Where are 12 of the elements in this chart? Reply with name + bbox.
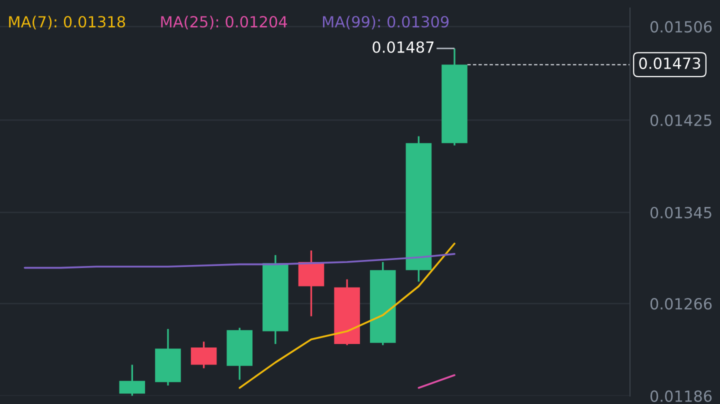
y-tick-label: 0.01345 xyxy=(650,206,712,218)
y-tick-label: 0.01506 xyxy=(650,21,712,33)
y-tick-label: 0.01425 xyxy=(650,114,712,126)
y-tick-label: 0.01186 xyxy=(650,390,712,402)
line-series xyxy=(24,253,456,269)
text: MA(99): 0.01309 xyxy=(322,16,449,30)
ref-line-label: 0.01473 xyxy=(639,58,700,70)
text: MA(25): 0.01204 xyxy=(161,16,288,30)
y-tick-label: 0.01266 xyxy=(650,298,712,310)
annotation: 0.01487 xyxy=(372,41,434,53)
text: MA(7): 0.01318 xyxy=(9,16,126,30)
line-series xyxy=(238,242,456,389)
